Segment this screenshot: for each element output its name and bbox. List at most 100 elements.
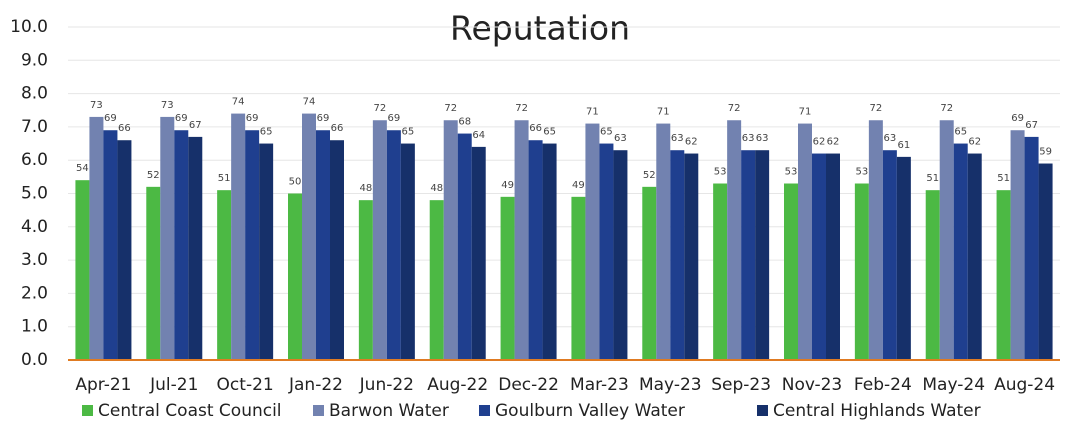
x-tick-label: Aug-22: [427, 375, 488, 395]
data-label: 67: [189, 120, 202, 131]
bar: [500, 196, 515, 360]
bar: [1010, 130, 1025, 360]
y-tick-label: 6.0: [21, 150, 48, 170]
data-label: 72: [869, 103, 882, 114]
data-label: 63: [883, 133, 896, 144]
bar: [75, 180, 90, 360]
data-label: 50: [289, 177, 302, 188]
data-label: 71: [799, 107, 812, 118]
data-label: 72: [444, 103, 457, 114]
data-label: 63: [671, 133, 684, 144]
data-label: 69: [175, 113, 188, 124]
bar: [103, 130, 118, 360]
x-tick-label: May-24: [922, 375, 985, 395]
bar: [316, 130, 330, 360]
bar: [528, 140, 543, 360]
legend-label: Central Coast Council: [98, 401, 282, 421]
legend-label: Central Highlands Water: [773, 401, 981, 421]
data-label: 61: [897, 140, 910, 151]
bar: [429, 200, 444, 360]
x-tick-label: Jan-22: [288, 375, 343, 395]
data-label: 63: [756, 133, 769, 144]
bar: [571, 196, 586, 360]
data-label: 71: [657, 107, 670, 118]
data-label: 62: [813, 137, 826, 148]
data-label: 53: [785, 167, 798, 178]
bar: [259, 143, 274, 360]
bar: [386, 130, 401, 360]
data-label: 49: [572, 180, 585, 191]
data-label: 72: [515, 103, 528, 114]
x-tick-label: Dec-22: [498, 375, 559, 395]
data-label: 65: [543, 127, 556, 138]
data-label: 71: [586, 107, 599, 118]
y-tick-label: 10.0: [10, 17, 48, 37]
bar: [1024, 136, 1039, 360]
legend-swatch: [313, 405, 324, 416]
data-label: 52: [147, 170, 160, 181]
bar: [188, 136, 203, 360]
data-label: 62: [685, 137, 698, 148]
data-label: 69: [104, 113, 117, 124]
data-label: 66: [118, 123, 131, 134]
legend-label: Barwon Water: [329, 401, 449, 421]
data-label: 69: [246, 113, 259, 124]
data-label: 66: [529, 123, 542, 134]
x-tick-label: Feb-24: [854, 375, 912, 395]
data-label: 63: [614, 133, 627, 144]
bar: [471, 146, 486, 360]
data-label: 72: [940, 103, 953, 114]
legend-swatch: [479, 405, 490, 416]
x-tick-label: Nov-23: [782, 375, 843, 395]
bar: [939, 120, 954, 361]
data-label: 73: [161, 100, 174, 111]
y-tick-label: 3.0: [21, 250, 48, 270]
bar: [372, 120, 387, 361]
chart-title: Reputation: [450, 9, 630, 48]
bar: [400, 143, 415, 360]
data-label: 62: [968, 137, 981, 148]
bar: [967, 153, 982, 360]
bar: [854, 183, 869, 360]
data-label: 62: [827, 137, 840, 148]
bar: [670, 150, 685, 360]
bar: [882, 150, 897, 360]
data-label: 54: [76, 163, 89, 174]
bar: [613, 150, 628, 360]
y-tick-label: 1.0: [21, 317, 48, 337]
legend-label: Goulburn Valley Water: [495, 401, 685, 421]
data-label: 64: [472, 130, 485, 141]
bar: [288, 193, 302, 360]
y-tick-label: 4.0: [21, 217, 48, 237]
bar: [1038, 163, 1053, 360]
bar: [826, 153, 840, 360]
data-label: 74: [232, 97, 245, 108]
data-label: 48: [430, 183, 443, 194]
bar: [457, 133, 472, 360]
data-label: 59: [1039, 147, 1052, 158]
bar: [443, 120, 458, 361]
data-label: 65: [401, 127, 414, 138]
x-tick-label: Apr-21: [75, 375, 131, 395]
data-label: 69: [317, 113, 330, 124]
y-tick-label: 7.0: [21, 117, 48, 137]
data-label: 72: [728, 103, 741, 114]
bar: [741, 150, 756, 360]
bar: [117, 140, 132, 360]
data-label: 67: [1025, 120, 1038, 131]
bar: [89, 116, 104, 360]
bar: [174, 130, 189, 360]
data-label: 68: [458, 117, 471, 128]
data-label: 66: [331, 123, 344, 134]
bar: [542, 143, 557, 360]
data-label: 65: [600, 127, 613, 138]
bar: [925, 190, 940, 360]
bar: [868, 120, 883, 361]
data-label: 65: [260, 127, 273, 138]
bar: [514, 120, 529, 361]
x-tick-label: Jul-21: [149, 375, 198, 395]
bar: [146, 186, 161, 360]
data-label: 73: [90, 100, 103, 111]
x-tick-label: Mar-23: [570, 375, 629, 395]
